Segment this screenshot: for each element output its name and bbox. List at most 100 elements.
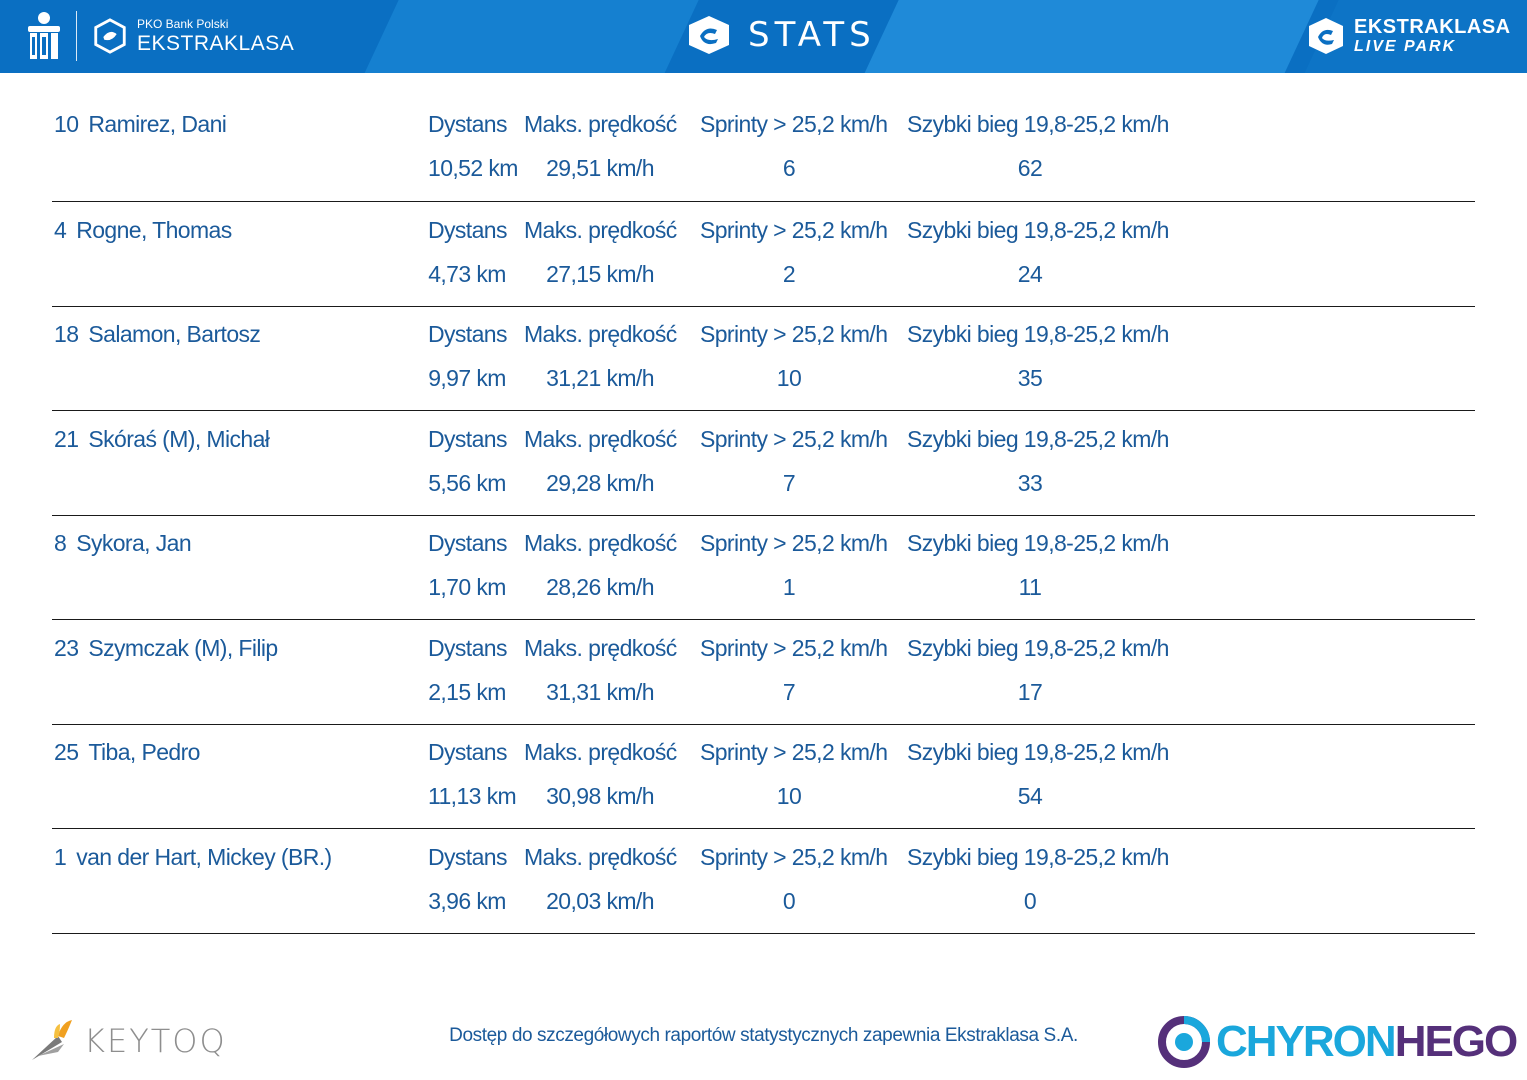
live-park-logo: EKSTRAKLASA LIVE PARK bbox=[1306, 16, 1511, 56]
distance-value: 5,56 km bbox=[428, 469, 506, 496]
player-row-6: 23 Szymczak (M), Filip Dystans Maks. pręd… bbox=[52, 622, 1475, 725]
pko-ekstraklasa-logo: PKO Bank Polski EKSTRAKLASA bbox=[26, 8, 294, 64]
header-banner: PKO Bank Polski EKSTRAKLASA STATS EKSTRA… bbox=[0, 0, 1527, 73]
max-speed-header: Maks. prędkość bbox=[524, 321, 677, 347]
ekstraklasa-label: EKSTRAKLASA bbox=[137, 32, 295, 55]
player-name-text: Ramirez, Dani bbox=[88, 111, 227, 137]
max-speed-header: Maks. prędkość bbox=[524, 634, 677, 661]
max-speed-header: Maks. prędkość bbox=[524, 425, 677, 452]
player-name: 8 Sykora, Jan bbox=[54, 530, 192, 557]
sprints-value: 10 bbox=[776, 783, 802, 809]
player-name-text: van der Hart, Mickey (BR.) bbox=[76, 843, 332, 870]
fast-runs-header: Szybki bieg 19,8-25,2 km/h bbox=[907, 530, 1169, 556]
sprints-header: Sprinty > 25,2 km/h bbox=[700, 843, 888, 870]
player-name-text: Rogne, Thomas bbox=[76, 216, 232, 243]
fast-runs-header: Szybki bieg 19,8-25,2 km/h bbox=[907, 634, 1169, 661]
distance-header: Dystans bbox=[428, 739, 507, 765]
max-speed-value: 30,98 km/h bbox=[546, 783, 654, 809]
distance-header: Dystans bbox=[428, 530, 507, 556]
fast-runs-value: 35 bbox=[1017, 365, 1043, 391]
ekstraklasa-ball-icon bbox=[94, 18, 126, 54]
sprints-header: Sprinty > 25,2 km/h bbox=[700, 530, 888, 556]
player-name-text: Szymczak (M), Filip bbox=[88, 634, 278, 661]
player-stats-list: 10 Ramirez, Dani Dystans Maks. prędkość S… bbox=[52, 98, 1475, 935]
max-speed-value: 29,51 km/h bbox=[546, 155, 654, 181]
player-row-8: 1 van der Hart, Mickey (BR.) Dystans Maks… bbox=[52, 831, 1475, 934]
fast-runs-value: 62 bbox=[1017, 155, 1043, 181]
sprints-value: 7 bbox=[782, 469, 796, 496]
distance-header: Dystans bbox=[428, 425, 507, 452]
fast-runs-value: 24 bbox=[1017, 260, 1043, 287]
max-speed-header: Maks. prędkość bbox=[524, 216, 677, 243]
sprints-header: Sprinty > 25,2 km/h bbox=[700, 739, 888, 765]
player-name: 1 van der Hart, Mickey (BR.) bbox=[54, 844, 332, 871]
fast-runs-header: Szybki bieg 19,8-25,2 km/h bbox=[907, 843, 1169, 870]
distance-header: Dystans bbox=[428, 843, 507, 870]
max-speed-header: Maks. prędkość bbox=[524, 843, 677, 870]
page-title: STATS bbox=[748, 15, 876, 55]
max-speed-header: Maks. prędkość bbox=[524, 530, 677, 556]
distance-header: Dystans bbox=[428, 634, 507, 661]
player-name: 25 Tiba, Pedro bbox=[54, 739, 200, 766]
sprints-header: Sprinty > 25,2 km/h bbox=[700, 111, 888, 137]
stats-title: STATS bbox=[686, 14, 876, 56]
player-name: 23 Szymczak (M), Filip bbox=[54, 635, 278, 662]
sprints-value: 10 bbox=[776, 365, 802, 391]
max-speed-value: 29,28 km/h bbox=[546, 469, 654, 496]
max-speed-value: 31,31 km/h bbox=[546, 678, 654, 705]
live-park-main-label: EKSTRAKLASA bbox=[1354, 16, 1511, 38]
logo-divider bbox=[76, 11, 77, 61]
player-number: 18 bbox=[54, 321, 79, 347]
player-row-7: 25 Tiba, Pedro Dystans Maks. prędkość Spr… bbox=[52, 726, 1475, 829]
distance-value: 2,15 km bbox=[428, 678, 506, 705]
player-name-text: Tiba, Pedro bbox=[88, 739, 200, 765]
ekstraklasa-e-icon bbox=[689, 16, 729, 54]
fast-runs-header: Szybki bieg 19,8-25,2 km/h bbox=[907, 739, 1169, 765]
keytoq-bird-icon bbox=[32, 1020, 72, 1060]
sprints-header: Sprinty > 25,2 km/h bbox=[700, 216, 888, 243]
pko-bank-icon bbox=[28, 12, 60, 59]
distance-value: 4,73 km bbox=[428, 260, 506, 287]
max-speed-header: Maks. prędkość bbox=[524, 739, 677, 765]
player-row-4: 21 Skóraś (M), Michał Dystans Maks. prędk… bbox=[52, 413, 1475, 516]
fast-runs-value: 11 bbox=[1018, 574, 1042, 600]
hego-label: HEGO bbox=[1394, 1017, 1519, 1066]
player-name: 4 Rogne, Thomas bbox=[54, 217, 232, 244]
chyronhego-swirl-icon bbox=[1158, 1016, 1210, 1068]
player-name: 18 Salamon, Bartosz bbox=[54, 321, 261, 348]
sprints-value: 6 bbox=[782, 155, 796, 181]
distance-value: 11,13 km bbox=[428, 783, 517, 809]
player-row-3: 18 Salamon, Bartosz Dystans Maks. prędkoś… bbox=[52, 308, 1475, 411]
player-number: 1 bbox=[54, 843, 67, 870]
sprints-value: 1 bbox=[782, 574, 796, 600]
fast-runs-value: 17 bbox=[1017, 678, 1043, 705]
max-speed-value: 20,03 km/h bbox=[546, 887, 654, 914]
sprints-value: 0 bbox=[782, 887, 796, 914]
fast-runs-header: Szybki bieg 19,8-25,2 km/h bbox=[907, 111, 1169, 137]
distance-value: 3,96 km bbox=[428, 887, 506, 914]
player-number: 4 bbox=[54, 216, 67, 243]
player-number: 25 bbox=[54, 739, 79, 765]
max-speed-value: 28,26 km/h bbox=[546, 574, 654, 600]
player-number: 10 bbox=[54, 111, 79, 137]
sprints-header: Sprinty > 25,2 km/h bbox=[700, 321, 888, 347]
player-name-text: Salamon, Bartosz bbox=[88, 321, 261, 347]
player-number: 21 bbox=[54, 425, 79, 452]
distance-value: 10,52 km bbox=[428, 155, 518, 181]
player-row-5: 8 Sykora, Jan Dystans Maks. prędkość Spri… bbox=[52, 517, 1475, 620]
distance-header: Dystans bbox=[428, 321, 507, 347]
keytoq-logo: KEYTOQ bbox=[28, 1016, 227, 1066]
pko-bank-label: PKO Bank Polski bbox=[137, 17, 229, 31]
sprints-header: Sprinty > 25,2 km/h bbox=[700, 634, 888, 661]
fast-runs-value: 33 bbox=[1017, 469, 1043, 496]
player-row-2: 4 Rogne, Thomas Dystans Maks. prędkość Sp… bbox=[52, 204, 1475, 307]
player-row-1: 10 Ramirez, Dani Dystans Maks. prędkość S… bbox=[52, 98, 1475, 202]
player-number: 23 bbox=[54, 634, 79, 661]
chyron-label: CHYRON bbox=[1216, 1017, 1397, 1066]
distance-value: 9,97 km bbox=[428, 365, 506, 391]
fast-runs-value: 0 bbox=[1023, 887, 1037, 914]
max-speed-header: Maks. prędkość bbox=[524, 111, 677, 137]
fast-runs-header: Szybki bieg 19,8-25,2 km/h bbox=[907, 425, 1169, 452]
live-park-sub-label: LIVE PARK bbox=[1354, 38, 1457, 55]
distance-header: Dystans bbox=[428, 111, 507, 137]
